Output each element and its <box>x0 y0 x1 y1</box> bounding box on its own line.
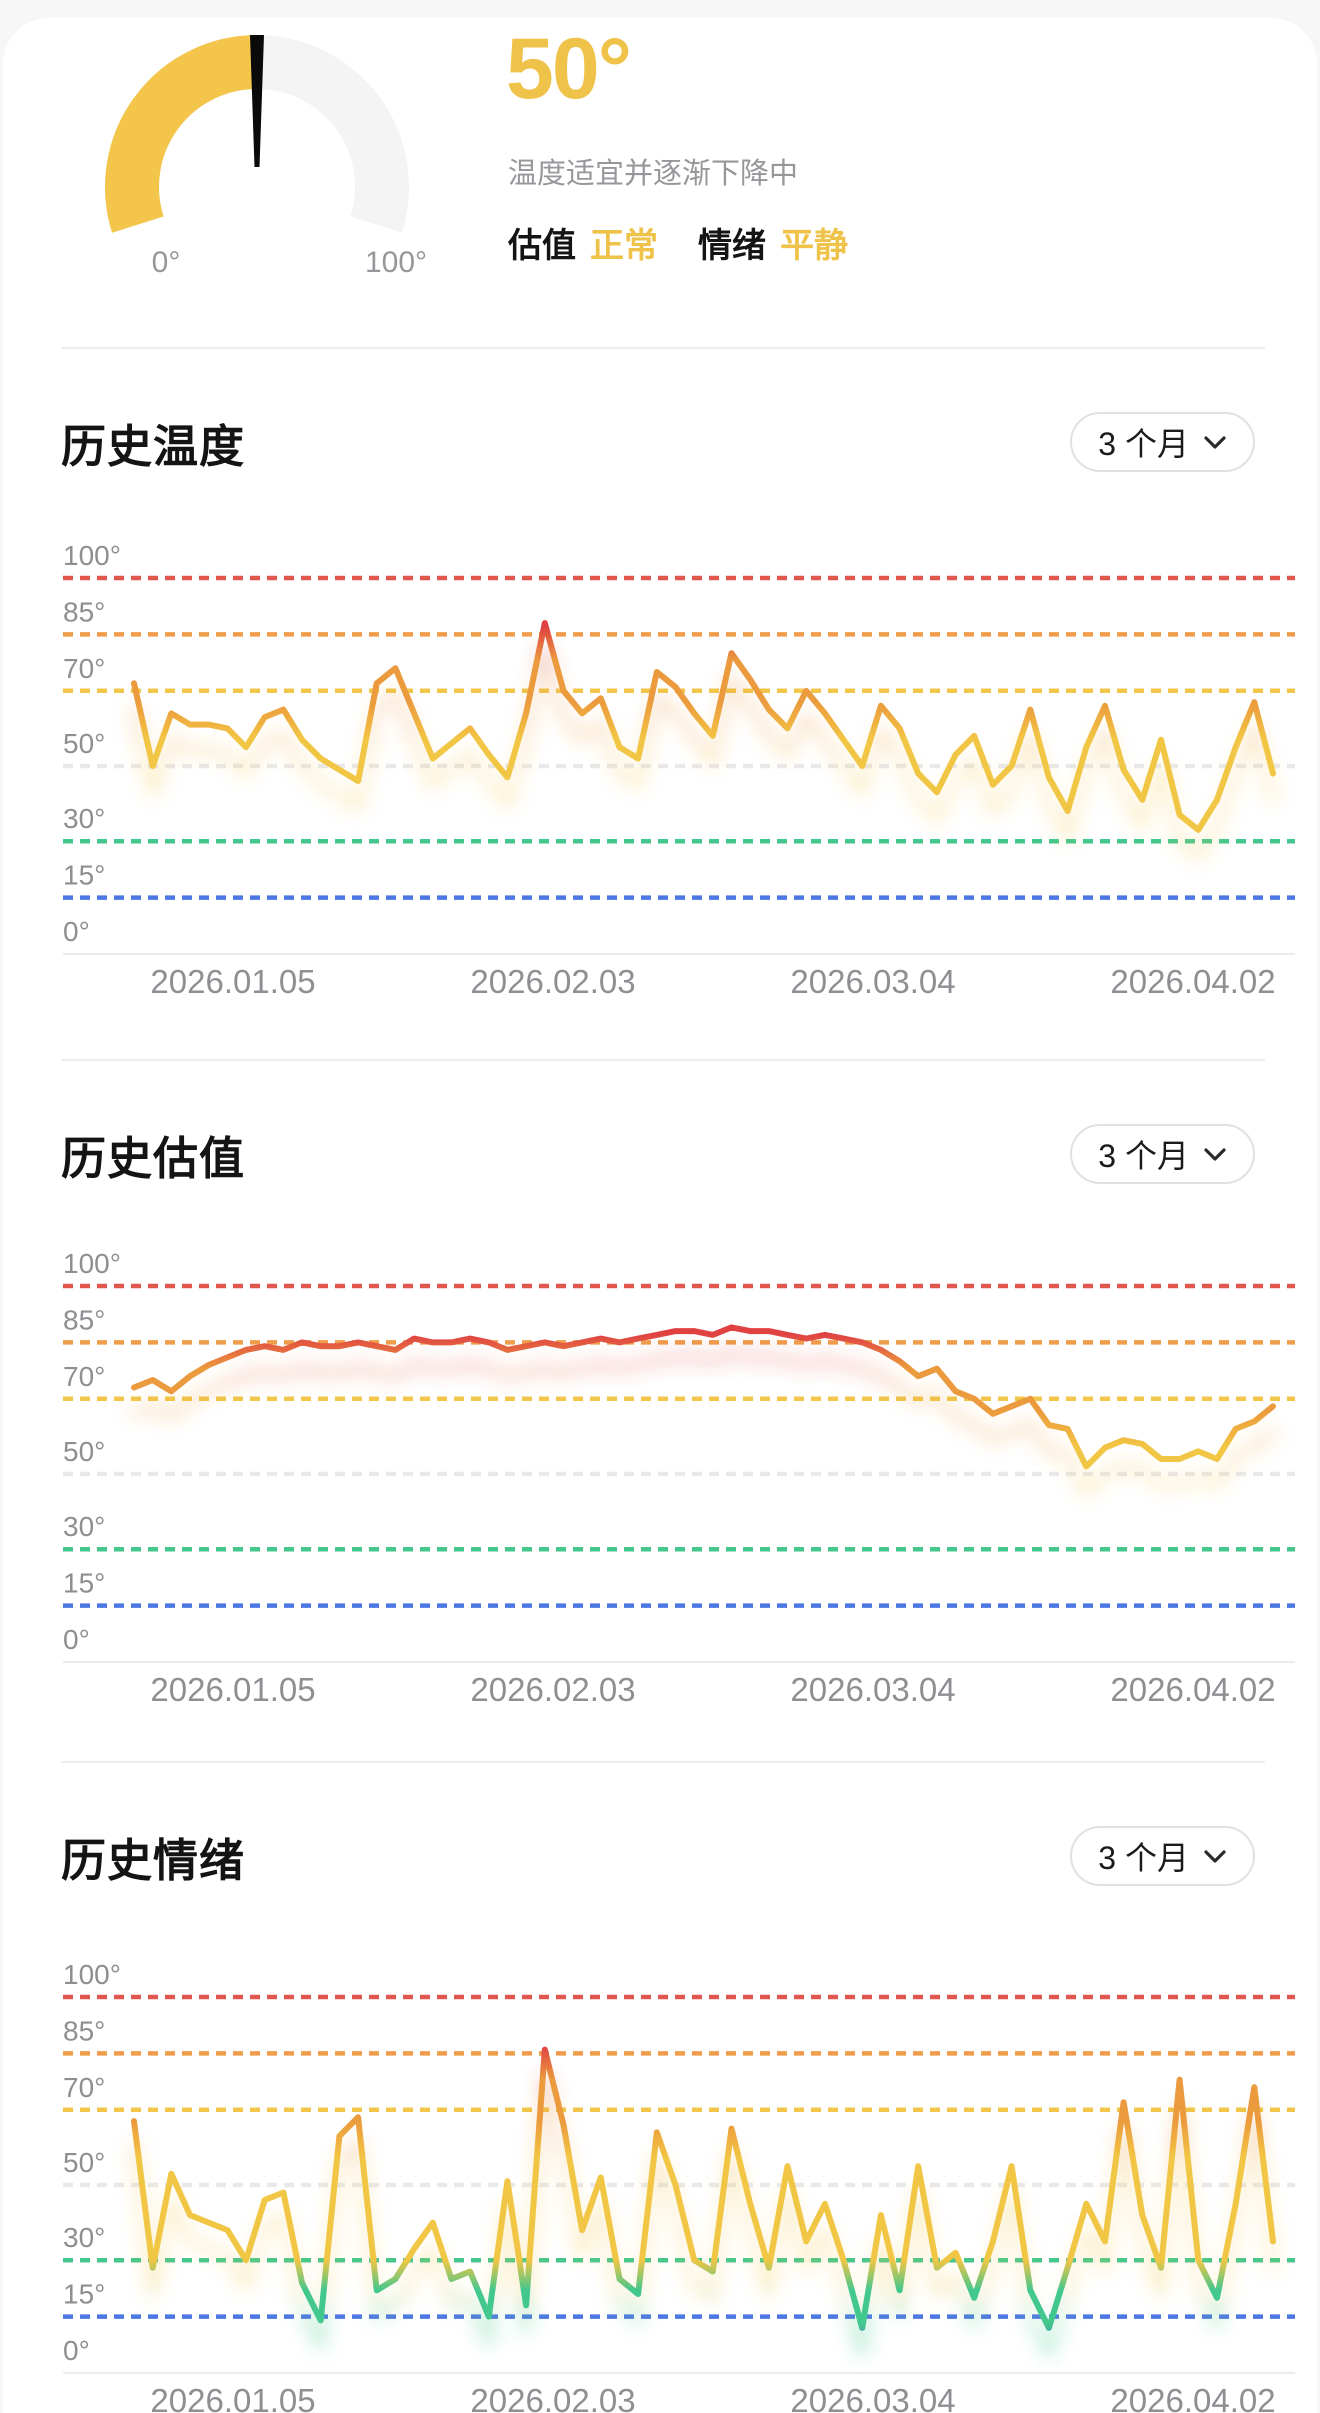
temperature-gauge <box>105 35 409 233</box>
y-axis-tick-label: 0° <box>63 916 90 947</box>
gauge-max-label: 100° <box>364 246 428 279</box>
y-axis-tick-label: 70° <box>63 1361 105 1392</box>
gauge-status-text: 温度适宜并逐渐下降中 <box>508 158 799 190</box>
y-axis-tick-label: 100° <box>63 540 121 571</box>
y-axis-tick-label: 70° <box>63 653 105 684</box>
metric-value-valuation: 正常 <box>590 227 658 265</box>
y-axis-tick-label: 0° <box>63 2335 90 2366</box>
range-label: 3 个月 <box>1098 1138 1189 1174</box>
range-selector-sentiment[interactable]: 3 个月 <box>1070 1826 1255 1886</box>
range-selector-valuation[interactable]: 3 个月 <box>1070 1124 1255 1184</box>
gauge-value: 50° <box>506 21 632 117</box>
x-axis-tick-label: 2026.03.04 <box>790 963 955 1000</box>
y-axis-tick-label: 85° <box>63 1304 105 1335</box>
x-axis-tick-label: 2026.01.05 <box>150 963 315 1000</box>
metric-label-valuation: 估值 <box>508 227 576 265</box>
y-axis-tick-label: 100° <box>63 1248 121 1279</box>
section-title-temperature: 历史温度 <box>61 420 246 472</box>
y-axis-tick-label: 15° <box>63 860 105 891</box>
section-title-sentiment: 历史情绪 <box>61 1834 246 1886</box>
y-axis-tick-label: 50° <box>63 1436 105 1467</box>
range-label: 3 个月 <box>1098 426 1189 462</box>
y-axis-tick-label: 50° <box>63 728 105 759</box>
chevron-down-icon <box>1204 1849 1226 1863</box>
x-axis-tick-label: 2026.04.02 <box>1110 2382 1275 2413</box>
range-label: 3 个月 <box>1098 1840 1189 1876</box>
section-header-sentiment: 历史情绪 3 个月 <box>61 1825 1255 1887</box>
x-axis-tick-label: 2026.04.02 <box>1110 963 1275 1000</box>
range-selector-temperature[interactable]: 3 个月 <box>1070 412 1255 472</box>
y-axis-tick-label: 70° <box>63 2072 105 2103</box>
section-divider <box>61 1761 1265 1763</box>
x-axis-tick-label: 2026.02.03 <box>470 1671 635 1708</box>
metric-value-sentiment: 平静 <box>780 227 848 265</box>
y-axis-tick-label: 30° <box>63 2222 105 2253</box>
x-axis-tick-label: 2026.02.03 <box>470 963 635 1000</box>
chart-line <box>131 1324 1276 1470</box>
section-header-valuation: 历史估值 3 个月 <box>61 1123 1255 1185</box>
section-divider <box>61 1059 1265 1061</box>
y-axis-tick-label: 30° <box>63 1511 105 1542</box>
y-axis-tick-label: 50° <box>63 2147 105 2178</box>
x-axis-tick-label: 2026.03.04 <box>790 1671 955 1708</box>
history-temperature-chart: 100° 85° 70° 50° 30° 15° 0° 2026.01.05 2026.02.0… <box>63 540 1295 1000</box>
chevron-down-icon <box>1204 435 1226 449</box>
y-axis-tick-label: 0° <box>63 1624 90 1655</box>
history-sentiment-chart: 100° 85° 70° 50° 30° 15° 0° 2026.01.05 2026.02.0… <box>63 1959 1295 2413</box>
chart-line <box>131 2046 1276 2331</box>
section-divider <box>61 347 1265 349</box>
y-axis-tick-label: 85° <box>63 596 105 627</box>
y-axis-tick-label: 15° <box>63 1568 105 1599</box>
x-axis-tick-label: 2026.04.02 <box>1110 1671 1275 1708</box>
content-card: 0° 100° 50° 温度适宜并逐渐下降中 估值 正常 情绪 平静 历史温度 … <box>3 18 1317 2413</box>
y-axis-tick-label: 100° <box>63 1959 121 1990</box>
x-axis-tick-label: 2026.03.04 <box>790 2382 955 2413</box>
gauge-min-label: 0° <box>151 246 181 279</box>
section-title-valuation: 历史估值 <box>61 1132 246 1184</box>
chevron-down-icon <box>1204 1147 1226 1161</box>
y-axis-tick-label: 15° <box>63 2279 105 2310</box>
x-axis-tick-label: 2026.01.05 <box>150 2382 315 2413</box>
x-axis-tick-label: 2026.02.03 <box>470 2382 635 2413</box>
metric-label-sentiment: 情绪 <box>698 227 766 265</box>
y-axis-tick-label: 85° <box>63 2015 105 2046</box>
y-axis-tick-label: 30° <box>63 803 105 834</box>
chart-line <box>131 620 1276 833</box>
section-header-temperature: 历史温度 3 个月 <box>61 411 1255 473</box>
x-axis-tick-label: 2026.01.05 <box>150 1671 315 1708</box>
history-valuation-chart: 100° 85° 70° 50° 30° 15° 0° 2026.01.05 2026.02.0… <box>63 1248 1295 1708</box>
gauge-metrics: 估值 正常 情绪 平静 <box>508 218 848 267</box>
